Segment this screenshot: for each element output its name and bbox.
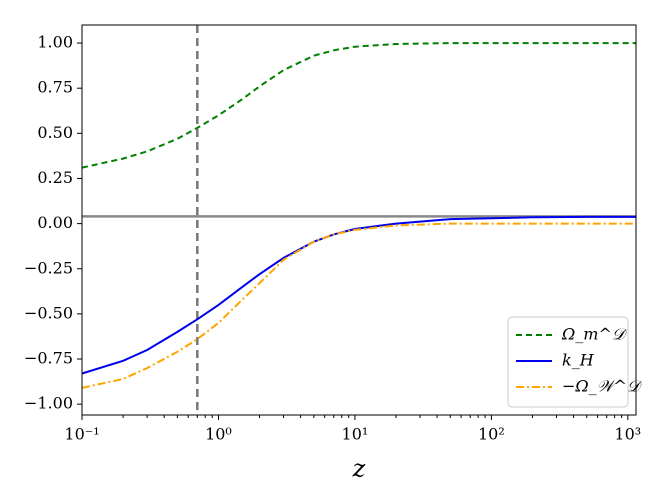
y-tick-label: 0.25 xyxy=(37,168,73,187)
x-tick-label: 10⁰ xyxy=(205,425,232,444)
plot-frame xyxy=(81,24,637,416)
y-tick-label: 0.75 xyxy=(37,78,73,97)
y-tick-label: 0.50 xyxy=(37,123,73,142)
x-tick-label: 10¹ xyxy=(342,425,369,444)
legend-box xyxy=(507,316,629,408)
y-tick-label: 0.00 xyxy=(37,213,73,232)
y-tick-label: 1.00 xyxy=(37,33,73,52)
legend-label: Ω_m^𝒟 xyxy=(561,325,628,344)
y-tick-label: −1.00 xyxy=(24,394,73,413)
legend-label: k_H xyxy=(562,351,595,370)
y-tick-label: −0.50 xyxy=(24,303,73,322)
y-tick-label: −0.25 xyxy=(24,258,73,277)
legend-label: −Ω_𝒲^𝒟 xyxy=(562,377,643,396)
x-axis-label: z xyxy=(352,455,366,483)
series-line xyxy=(81,42,636,169)
x-tick-label: 10⁻¹ xyxy=(64,425,99,444)
y-tick-label: −0.75 xyxy=(24,349,73,368)
series-line xyxy=(81,222,636,389)
x-tick-label: 10² xyxy=(478,425,505,444)
x-tick-label: 10³ xyxy=(614,425,641,444)
